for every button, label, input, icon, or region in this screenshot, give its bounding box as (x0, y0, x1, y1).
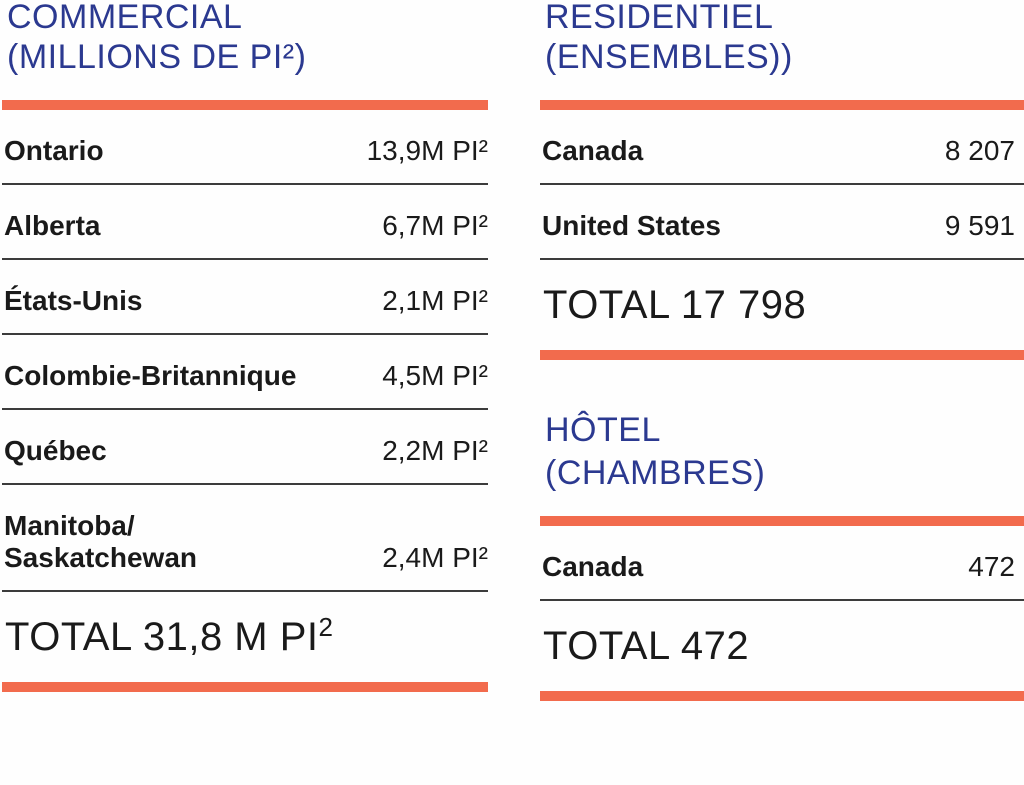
orange-divider (540, 516, 1024, 526)
row-label: United States (542, 210, 721, 241)
table-row-canada-residential: Canada 8 207 (540, 110, 1024, 185)
hotel-section: HÔTEL (CHAMBRES) Canada 472 TOTAL 472 (540, 409, 1024, 701)
row-label: Ontario (4, 135, 104, 166)
row-value: 8 207 (944, 135, 1015, 166)
orange-divider (2, 682, 488, 692)
row-label: Manitoba/ Saskatchewan (4, 510, 197, 573)
table-row-canada-hotel: Canada 472 (540, 526, 1024, 601)
commercial-section: COMMERCIAL (MILLIONS DE PI²) Ontario 13,… (2, 0, 488, 692)
row-value: 2,2M PI² (382, 435, 488, 466)
table-row-colombie-britannique: Colombie-Britannique 4,5M PI² (2, 335, 488, 410)
right-column: RESIDENTIEL (ENSEMBLES)) Canada 8 207 Un… (540, 0, 1024, 701)
residential-title: RESIDENTIEL (ENSEMBLES)) (545, 0, 793, 76)
row-value: 9 591 (944, 210, 1015, 241)
row-label: États-Unis (4, 285, 143, 316)
commercial-total-text: TOTAL 31,8 M PI (5, 615, 319, 659)
orange-divider (540, 100, 1024, 110)
row-value: 2,1M PI² (382, 285, 488, 316)
commercial-title: COMMERCIAL (MILLIONS DE PI²) (7, 0, 307, 76)
row-label: Alberta (4, 210, 101, 241)
hotel-title: HÔTEL (CHAMBRES) (545, 411, 766, 492)
residential-total: TOTAL 17 798 (543, 283, 807, 327)
table-row-etats-unis: États-Unis 2,1M PI² (2, 260, 488, 335)
orange-divider (2, 100, 488, 110)
row-label: Colombie-Britannique (4, 360, 297, 391)
row-label: Québec (4, 435, 107, 466)
row-label: Canada (542, 135, 644, 166)
table-row-ontario: Ontario 13,9M PI² (2, 110, 488, 185)
table-row-manitoba-saskatchewan: Manitoba/ Saskatchewan 2,4M PI² (2, 485, 488, 592)
residential-section: RESIDENTIEL (ENSEMBLES)) Canada 8 207 Un… (540, 0, 1024, 360)
hotel-total: TOTAL 472 (543, 624, 750, 668)
orange-divider (540, 350, 1024, 360)
commercial-total-superscript: 2 (318, 612, 334, 642)
row-value: 4,5M PI² (382, 360, 488, 391)
table-row-united-states: United States 9 591 (540, 185, 1024, 260)
row-value: 13,9M PI² (366, 135, 488, 166)
orange-divider (540, 691, 1024, 701)
row-value: 2,4M PI² (382, 542, 488, 573)
row-label: Canada (542, 551, 644, 582)
table-row-quebec: Québec 2,2M PI² (2, 410, 488, 485)
row-value: 472 (968, 551, 1015, 582)
commercial-total: TOTAL 31,8 M PI2 (2, 614, 488, 660)
row-value: 6,7M PI² (382, 210, 488, 241)
table-row-alberta: Alberta 6,7M PI² (2, 185, 488, 260)
